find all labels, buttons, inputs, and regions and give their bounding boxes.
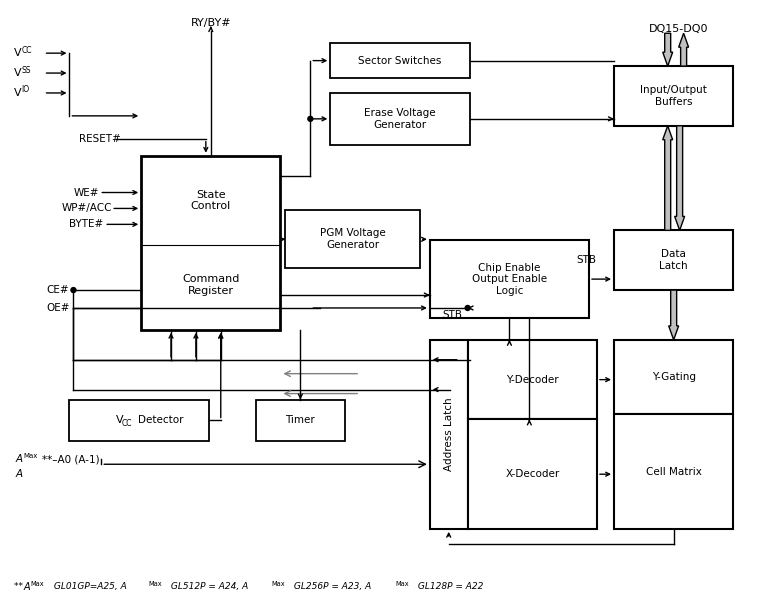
Text: Input/Output
Buffers: Input/Output Buffers — [640, 85, 707, 107]
Text: Max: Max — [271, 581, 285, 587]
Bar — [330, 43, 470, 78]
Text: Data
Latch: Data Latch — [659, 249, 688, 271]
Text: Max: Max — [395, 581, 409, 587]
Text: A: A — [15, 469, 23, 479]
Text: CE#: CE# — [46, 285, 69, 295]
Text: X-Decoder: X-Decoder — [505, 469, 560, 479]
Text: Y-Gating: Y-Gating — [651, 372, 695, 382]
Text: Sector Switches: Sector Switches — [359, 56, 442, 66]
Bar — [429, 240, 589, 318]
Text: PGM Voltage
Generator: PGM Voltage Generator — [320, 228, 386, 250]
Text: WE#: WE# — [73, 187, 99, 198]
Text: Timer: Timer — [285, 416, 315, 425]
Text: V: V — [116, 416, 123, 425]
Text: Max: Max — [24, 453, 38, 459]
Text: Command
Register: Command Register — [182, 274, 240, 296]
Bar — [468, 419, 597, 529]
Bar — [69, 400, 209, 442]
Text: STB: STB — [576, 255, 596, 265]
Text: A: A — [24, 582, 30, 592]
Text: Max: Max — [148, 581, 162, 587]
Text: Cell Matrix: Cell Matrix — [646, 467, 702, 477]
Bar — [330, 93, 470, 145]
Text: State
Control: State Control — [190, 190, 231, 211]
Polygon shape — [663, 33, 672, 66]
Bar — [141, 156, 281, 330]
Text: Chip Enable
Output Enable
Logic: Chip Enable Output Enable Logic — [472, 263, 547, 296]
Text: RY/BY#: RY/BY# — [190, 18, 231, 28]
Bar — [429, 340, 468, 529]
Text: GL512P = A24, A: GL512P = A24, A — [168, 582, 248, 591]
Circle shape — [308, 117, 313, 121]
Text: GL128P = A22: GL128P = A22 — [415, 582, 483, 591]
Text: CC: CC — [122, 419, 133, 428]
Bar — [614, 414, 733, 529]
Polygon shape — [675, 126, 685, 230]
Text: Max: Max — [31, 581, 44, 587]
Bar — [614, 340, 733, 414]
Bar — [256, 400, 345, 442]
Text: A: A — [15, 454, 23, 464]
Text: SS: SS — [22, 66, 31, 74]
Polygon shape — [663, 126, 672, 230]
Circle shape — [465, 306, 470, 310]
Text: V: V — [14, 48, 22, 58]
Bar — [468, 340, 597, 419]
Text: **–A0 (A-1): **–A0 (A-1) — [42, 454, 99, 464]
Bar — [285, 210, 420, 268]
Bar — [614, 66, 733, 126]
Bar — [614, 230, 733, 290]
Text: Y-Decoder: Y-Decoder — [506, 374, 559, 385]
Text: IO: IO — [22, 86, 30, 94]
Circle shape — [71, 288, 76, 292]
Text: STB: STB — [443, 310, 463, 320]
Text: CC: CC — [22, 46, 32, 55]
Polygon shape — [668, 290, 678, 340]
Text: GL01GP=A25, A: GL01GP=A25, A — [51, 582, 126, 591]
Text: Address Latch: Address Latch — [443, 397, 453, 471]
Text: Erase Voltage
Generator: Erase Voltage Generator — [364, 108, 436, 130]
Text: **: ** — [14, 582, 25, 591]
Text: DQ15-DQ0: DQ15-DQ0 — [649, 24, 709, 34]
Polygon shape — [678, 33, 689, 66]
Text: Detector: Detector — [138, 416, 183, 425]
Text: BYTE#: BYTE# — [69, 219, 104, 230]
Text: WP#/ACC: WP#/ACC — [62, 204, 112, 213]
Text: V: V — [14, 68, 22, 78]
Text: GL256P = A23, A: GL256P = A23, A — [291, 582, 372, 591]
Text: RESET#: RESET# — [79, 133, 121, 144]
Text: OE#: OE# — [46, 303, 70, 313]
Text: V: V — [14, 88, 22, 98]
